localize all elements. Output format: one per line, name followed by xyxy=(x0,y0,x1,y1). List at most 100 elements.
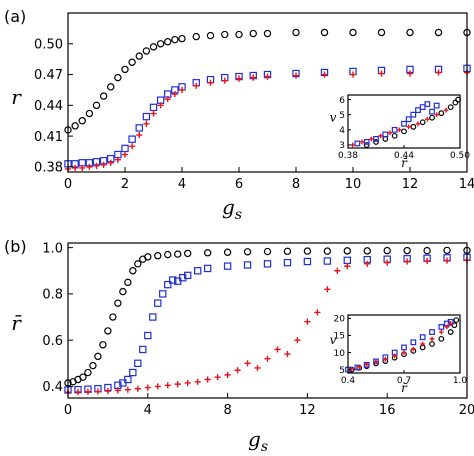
panel-a-inset-series-3-point xyxy=(378,133,383,139)
panel-b-series-3-point xyxy=(443,257,451,264)
panel-a-inset-series-2-point xyxy=(401,120,407,127)
panel-b-series-2-point xyxy=(203,264,212,273)
panel-a-inset-series-1-point xyxy=(447,104,454,111)
panel-b-inset-series-3-point xyxy=(383,357,388,362)
panel-a-inset-series-2-point xyxy=(433,102,440,109)
panel-b-inset-series-3-point xyxy=(373,359,379,365)
panel-a-series-1-point xyxy=(164,38,172,46)
panel-a-inset-x-axis-title: r̄ xyxy=(401,156,408,170)
panel-a-inset-series-2-point xyxy=(424,101,431,107)
panel-a-x-tick-label: 2 xyxy=(121,177,129,192)
panel-b-series-2-point xyxy=(144,331,152,340)
panel-b-series-2-point xyxy=(193,267,202,275)
panel-a-series-1-point xyxy=(178,34,186,43)
panel-a-series-3-point xyxy=(221,77,228,84)
panel-a-series-3-point xyxy=(114,156,121,163)
panel-b-x-axis-title: gs xyxy=(248,427,268,455)
panel-a-series-1-point xyxy=(92,101,101,110)
panel-a-x-tick-label: 8 xyxy=(292,177,300,192)
panel-b-series-1-point xyxy=(114,299,122,307)
panel-a-inset-y-axis-title: v xyxy=(330,111,337,125)
panel-a-inset-series-1-point xyxy=(438,110,445,117)
panel-a-series-2-point xyxy=(142,112,151,121)
panel-a-series-3-point xyxy=(292,72,300,79)
panel-b-series-3-point xyxy=(284,350,291,358)
panel-b-series-2-point xyxy=(149,313,157,321)
panel-b-series-2-point xyxy=(164,280,172,289)
panel-b-inset-series-2-point xyxy=(438,324,445,330)
panel-b-plot-frame xyxy=(67,242,468,399)
panel-a-series-3-point xyxy=(143,120,150,127)
panel-a-inset: 0.38 0.44 0.50 3 4 5 6 r̄ v xyxy=(330,94,470,170)
panel-b-series-3-point xyxy=(334,267,341,274)
panel-a-series-1-point xyxy=(85,109,94,118)
panel-b-inset-series-2-point xyxy=(419,334,426,341)
panel-b-series-1-point xyxy=(94,352,102,361)
panel-b-series-1-point xyxy=(79,373,87,381)
panel-a-label: (a) xyxy=(4,7,26,26)
panel-b-series-1-point xyxy=(183,249,192,258)
panel-a-x-tick-label: 6 xyxy=(235,177,243,192)
panel-b-inset-series-2-point xyxy=(410,339,417,346)
panel-b-y-tick-label: 0.6 xyxy=(42,334,63,349)
panel-a-series-1-point xyxy=(121,65,129,74)
panel-b-series-3-point xyxy=(424,257,431,265)
panel-a-series-3-point xyxy=(93,162,100,169)
panel-a-series-1-point xyxy=(135,52,143,60)
panel-b-series-1-point xyxy=(174,250,182,258)
panel-a-series-3-point xyxy=(406,70,414,77)
panel-b-series-1-point xyxy=(243,248,252,256)
panel-a-series-1-point xyxy=(149,43,158,51)
panel-b-series-2-point xyxy=(129,368,137,377)
panel-a-inset-x-tick-label: 0.38 xyxy=(338,151,358,161)
panel-b-series-2-point xyxy=(139,345,147,354)
panel-b-inset-series-2-point xyxy=(429,329,435,335)
panel-a-inset-series-2-point xyxy=(419,104,426,111)
panel-a-inset-y-tick-label: 6 xyxy=(339,96,345,106)
panel-b-inset-x-tick-label: 0.4 xyxy=(341,376,356,386)
panel-a-series-1-point xyxy=(406,28,414,37)
panel-b-series-1-point xyxy=(403,246,411,255)
panel-b-series-1-point xyxy=(383,246,391,255)
panel-b-series-3-point xyxy=(114,387,121,394)
panel-a-series-3-point xyxy=(150,110,157,117)
panel-b-inset: 0.4 0.7 1.0 5 10 15 20 r̄ v xyxy=(330,314,467,395)
panel-a-series-3-point xyxy=(72,164,79,171)
panel-b-series-3-point xyxy=(204,376,211,383)
panel-a-series-2-point xyxy=(135,124,143,132)
panel-b-inset-series-3-point xyxy=(444,324,450,330)
panel-b-series-3-point xyxy=(234,367,241,374)
panel-a-series-1-point xyxy=(320,28,329,37)
panel-a-series-1-point xyxy=(434,28,443,37)
panel-b-series-3-point xyxy=(294,337,301,344)
panel-a-inset-series-3-point xyxy=(434,112,439,117)
panel-b-inset-series-1-point xyxy=(429,341,435,347)
panel-b-inset-series-3-point xyxy=(401,350,407,355)
panel-b-series-2-point xyxy=(159,290,167,298)
panel-a-x-axis-title: gs xyxy=(222,195,242,223)
panel-b-y-axis-title: r̄ xyxy=(11,311,22,335)
panel-b-series-1-point xyxy=(164,250,172,259)
panel-a-inset-y-tick-label: 3 xyxy=(339,141,345,151)
panel-b-series-1-point xyxy=(323,247,332,255)
panel-a-series-3-point xyxy=(136,131,143,139)
panel-b-inset-series-3-point xyxy=(364,362,369,367)
panel-a-series-3-point xyxy=(86,163,93,170)
panel-a-y-tick-label: 0.47 xyxy=(34,68,63,83)
panel-a-inset-series-1-point xyxy=(373,139,379,145)
panel-b-series-1-point xyxy=(154,252,162,260)
panel-b-series-3-point xyxy=(304,318,311,325)
panel-a-inset-series-3-point xyxy=(443,107,449,113)
panel-a-series-3-point xyxy=(193,82,200,89)
panel-a-inset-y-tick-label: 4 xyxy=(339,126,345,136)
panel-a-inset-series-1-point xyxy=(363,142,370,148)
panel-a-inset-series-3-point xyxy=(397,127,402,133)
panel-b-inset-series-3 xyxy=(349,321,453,372)
panel-a-series-1-point xyxy=(107,83,115,91)
panel-a-series-1-point xyxy=(78,117,86,125)
panel-b-inset-y-tick-label: 5 xyxy=(339,366,345,376)
panel-b-inset-series-3-point xyxy=(429,336,435,342)
panel-b-series-3-point xyxy=(154,383,161,390)
panel-a-series-3-point xyxy=(79,164,86,171)
panel-a-series-2-point xyxy=(128,135,136,143)
